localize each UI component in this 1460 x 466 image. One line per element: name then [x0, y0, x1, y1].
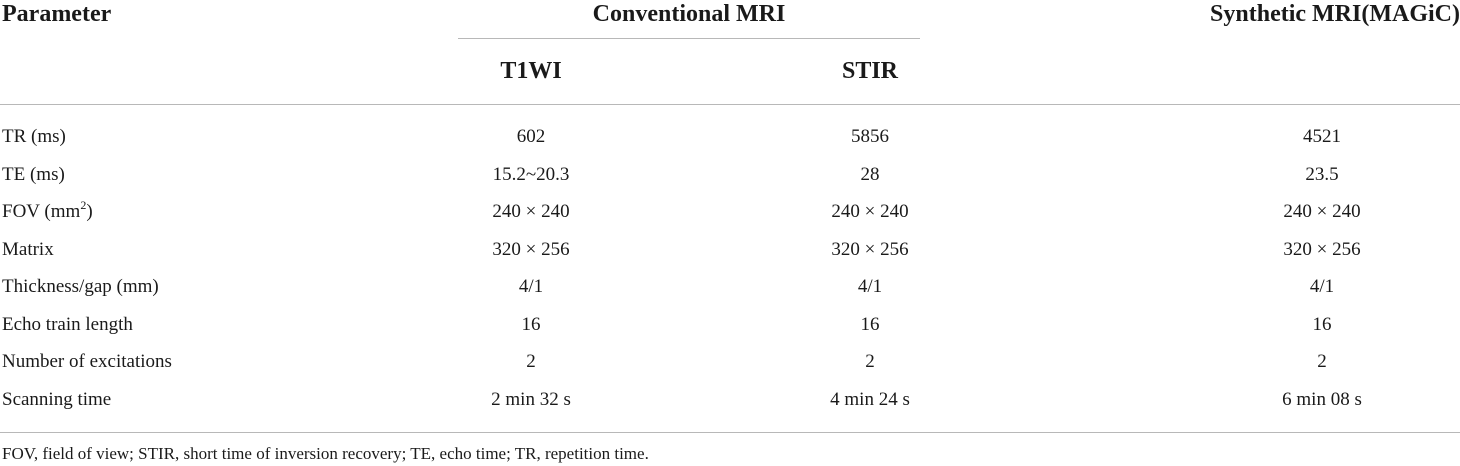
table-row: Echo train length 16 16 16 [0, 306, 1460, 344]
header-parameter: Parameter [2, 1, 112, 27]
header-t1wi: T1WI [500, 58, 562, 84]
footer-divider [0, 432, 1460, 433]
cell-parameter: FOV (mm2) [2, 193, 93, 231]
cell-stir: 240 × 240 [831, 201, 909, 222]
cell-synthetic: 6 min 08 s [1282, 388, 1362, 410]
header-divider [0, 104, 1460, 105]
cell-stir: 4 min 24 s [830, 388, 910, 410]
table-row: Thickness/gap (mm) 4/1 4/1 4/1 [0, 268, 1460, 306]
cell-parameter-text: FOV (mm [2, 201, 81, 222]
cell-t1wi: 2 [526, 351, 536, 372]
header-synthetic-mri: Synthetic MRI(MAGiC) [1210, 1, 1460, 27]
cell-stir: 2 [865, 351, 875, 372]
cell-synthetic: 23.5 [1305, 163, 1339, 185]
cell-parameter: Thickness/gap (mm) [2, 276, 159, 297]
cell-t1wi: 4/1 [518, 276, 544, 297]
cell-t1wi: 240 × 240 [492, 201, 570, 222]
table-row: Matrix 320 × 256 320 × 256 320 × 256 [0, 231, 1460, 269]
cell-synthetic: 240 × 240 [1283, 201, 1361, 222]
cell-t1wi: 2 min 32 s [491, 388, 571, 410]
cell-parameter-suffix: ) [86, 201, 93, 222]
cell-parameter: Echo train length [2, 313, 133, 335]
cell-synthetic: 2 [1317, 351, 1327, 372]
superscript: 2 [80, 198, 87, 212]
cell-parameter: TR (ms) [2, 126, 66, 147]
cell-synthetic: 4/1 [1309, 276, 1335, 297]
cell-stir: 4/1 [857, 276, 883, 297]
cell-parameter: TE (ms) [2, 163, 65, 185]
table-row: FOV (mm2) 240 × 240 240 × 240 240 × 240 [0, 193, 1460, 231]
table-row: TE (ms) 15.2~20.3 28 23.5 [0, 156, 1460, 194]
cell-synthetic: 320 × 256 [1283, 238, 1361, 260]
cell-parameter: Matrix [2, 238, 54, 260]
table-row: Number of excitations 2 2 2 [0, 343, 1460, 381]
cell-stir: 5856 [851, 126, 889, 147]
table-body: TR (ms) 602 5856 4521 TE (ms) 15.2~20.3 … [0, 118, 1460, 418]
cell-t1wi: 320 × 256 [492, 238, 570, 260]
table-row: TR (ms) 602 5856 4521 [0, 118, 1460, 156]
cell-stir: 16 [860, 313, 880, 335]
cell-t1wi: 602 [516, 126, 546, 147]
cell-t1wi: 15.2~20.3 [492, 163, 570, 185]
cell-stir: 320 × 256 [831, 238, 909, 260]
cell-synthetic: 4521 [1303, 126, 1341, 147]
table-row: Scanning time 2 min 32 s 4 min 24 s 6 mi… [0, 381, 1460, 419]
header-group-divider [458, 38, 920, 39]
cell-parameter: Scanning time [2, 388, 112, 410]
header-stir: STIR [841, 58, 899, 84]
cell-stir: 28 [860, 163, 880, 185]
cell-parameter: Number of excitations [2, 351, 172, 372]
cell-synthetic: 16 [1312, 313, 1332, 335]
table-footnote: FOV, field of view; STIR, short time of … [2, 444, 649, 463]
header-conventional-mri: Conventional MRI [592, 1, 786, 27]
cell-t1wi: 16 [521, 313, 541, 335]
